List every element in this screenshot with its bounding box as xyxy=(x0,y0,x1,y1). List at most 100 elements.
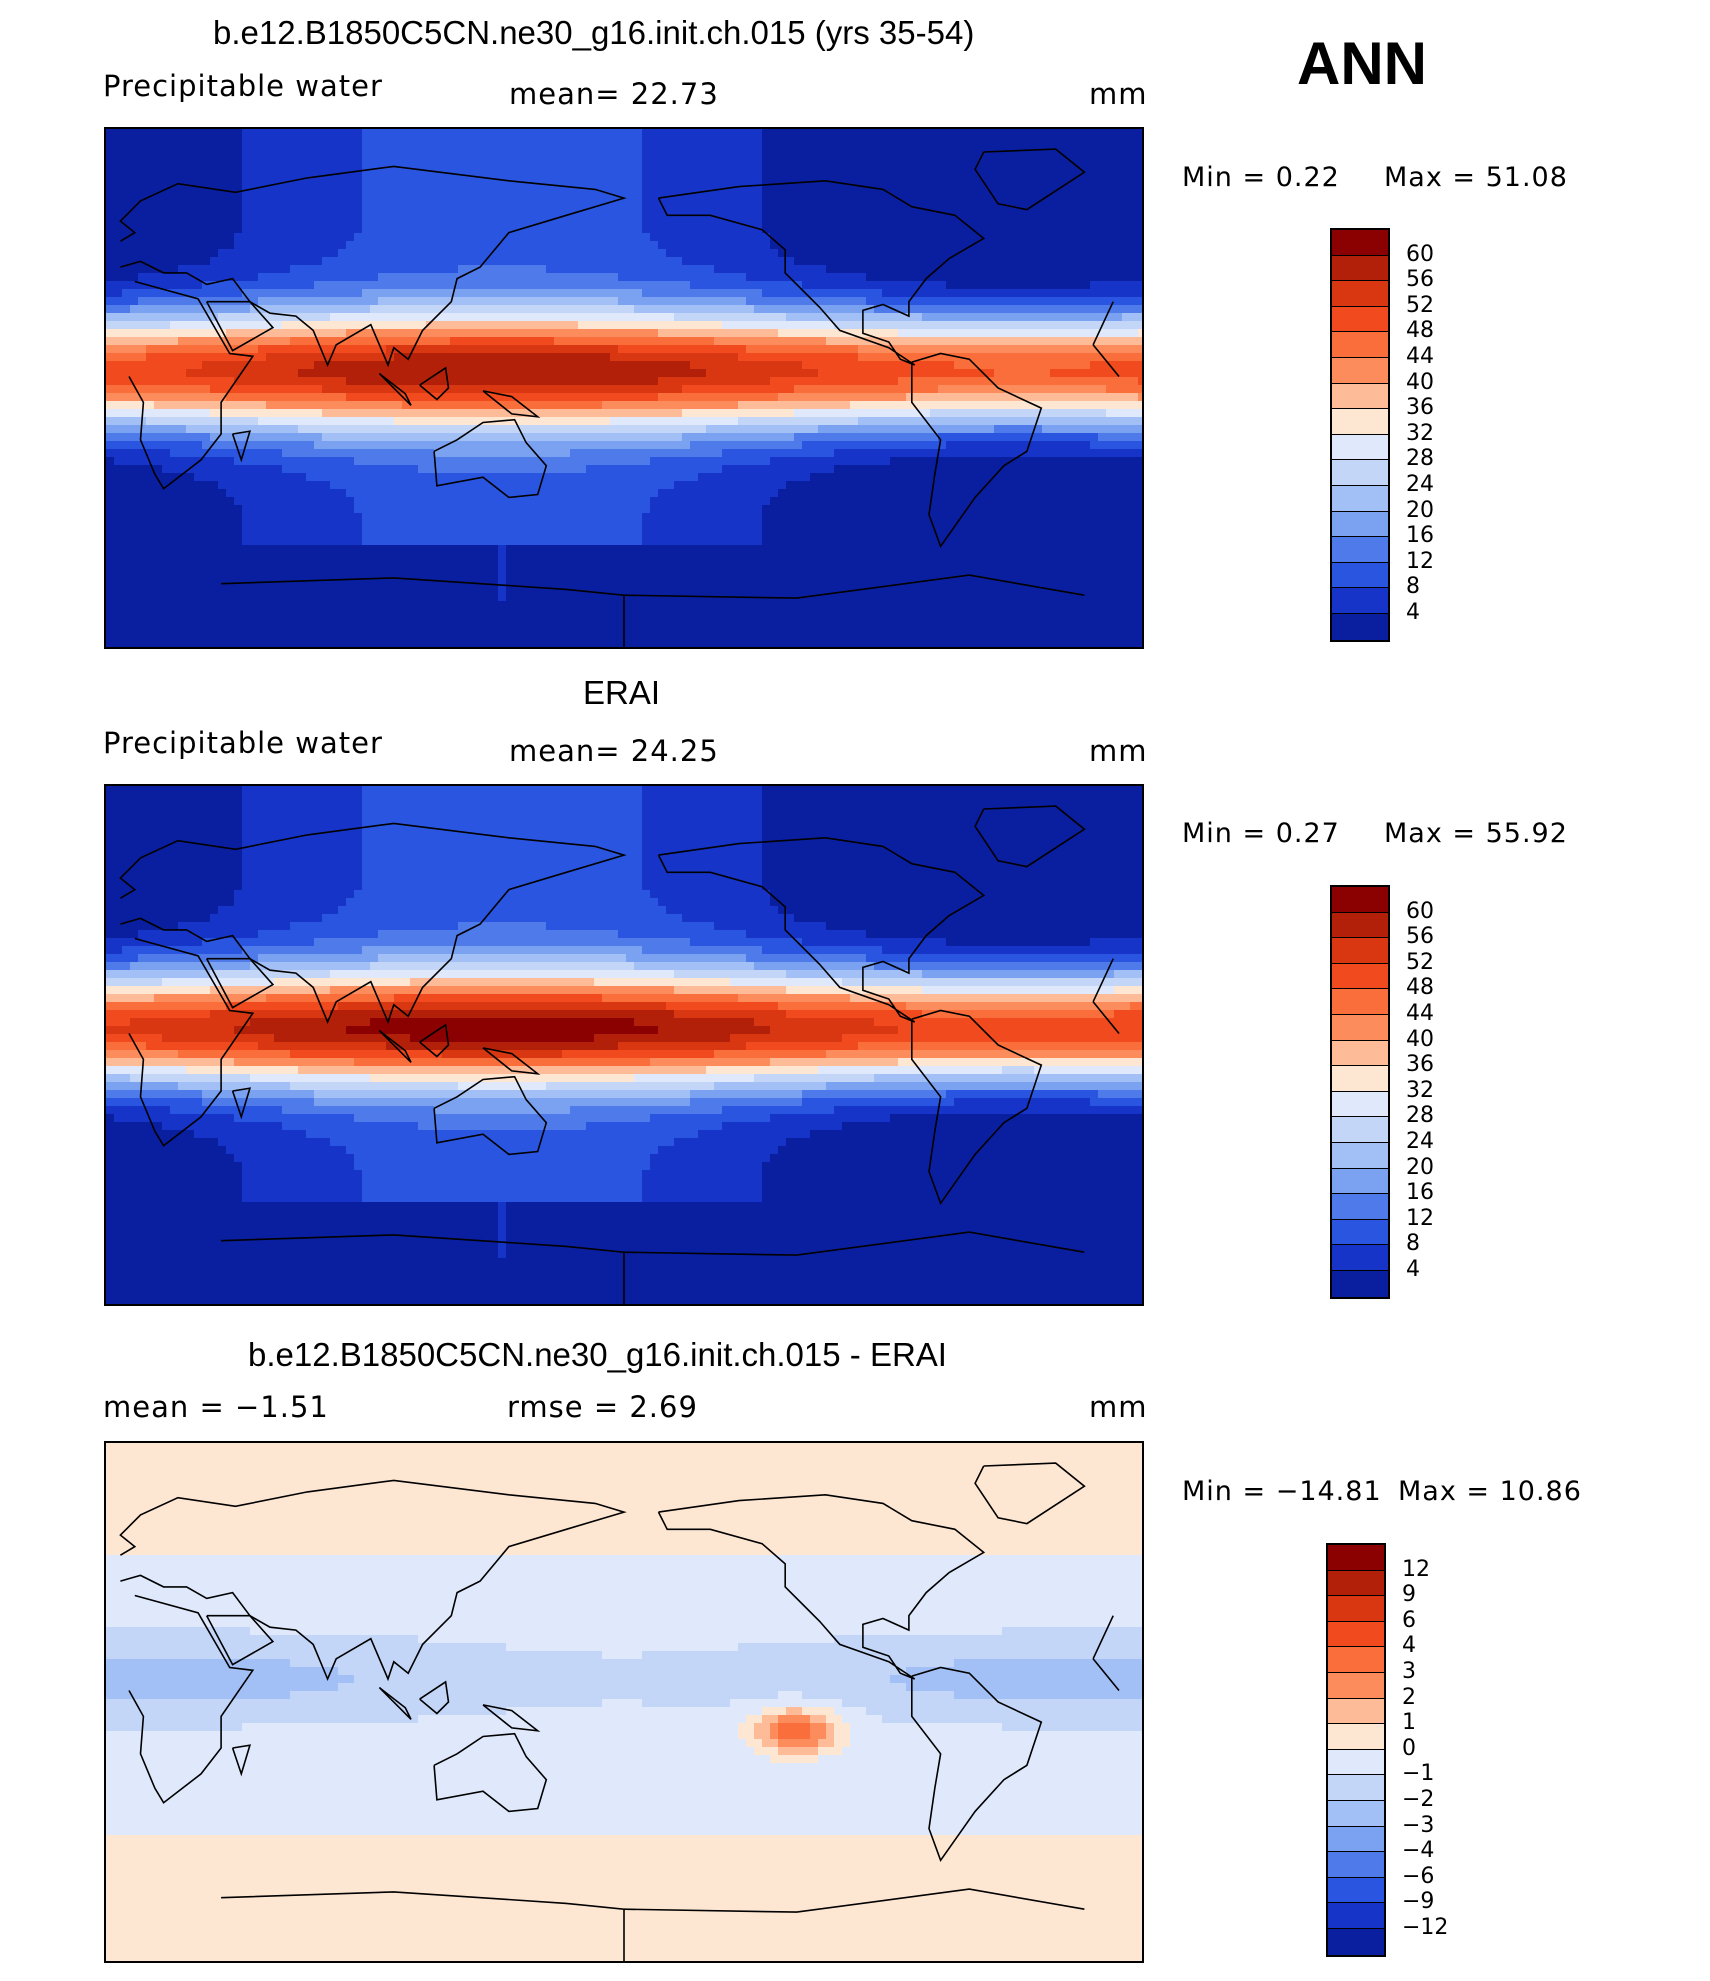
units-label-model: mm xyxy=(1089,80,1148,109)
colorbar-tick-label: 44 xyxy=(1406,346,1434,368)
colorbar-tick-label: 40 xyxy=(1406,371,1434,394)
coastline xyxy=(378,372,412,406)
colorbar-swatch xyxy=(1332,306,1388,333)
colorbar-swatch xyxy=(1332,511,1388,538)
coastline xyxy=(1092,1658,1120,1692)
colorbar-swatch xyxy=(1332,409,1388,435)
coastline xyxy=(623,1888,1085,1913)
min-label-diff: Min = −14.81 xyxy=(1182,1478,1382,1505)
colorbar-tick-label: 44 xyxy=(1406,1003,1434,1025)
map-obs-canvas xyxy=(106,786,1142,1304)
colorbar-swatch xyxy=(1332,1066,1388,1092)
colorbar-tick-label: 36 xyxy=(1406,397,1434,419)
colorbar-swatch xyxy=(1328,1903,1384,1929)
colorbar-diff xyxy=(1326,1543,1386,1957)
coastline xyxy=(482,1704,541,1732)
colorbar-tick-label: 12 xyxy=(1402,1558,1430,1581)
coastline xyxy=(974,148,1086,211)
colorbar-swatch xyxy=(1332,357,1388,384)
colorbar-swatch xyxy=(1332,1194,1388,1220)
coastline xyxy=(378,1029,412,1063)
coastline xyxy=(128,280,255,490)
coastline xyxy=(1092,344,1120,378)
coastline xyxy=(910,1666,1043,1863)
colorbar-tick-label: 1 xyxy=(1402,1712,1416,1734)
min-label-obs: Min = 0.27 xyxy=(1182,820,1340,847)
colorbar-swatch xyxy=(1328,1596,1384,1622)
units-label-diff: mm xyxy=(1089,1393,1148,1422)
colorbar-swatch xyxy=(1332,1014,1388,1041)
map-model xyxy=(104,127,1144,649)
colorbar-tick-label: 20 xyxy=(1406,1156,1434,1179)
coastline xyxy=(205,1614,275,1666)
coastline xyxy=(119,165,627,368)
colorbar-tick-label: 48 xyxy=(1406,977,1434,999)
colorbar-tick-label: 24 xyxy=(1406,474,1434,496)
colorbar-tick-label: −2 xyxy=(1402,1789,1434,1811)
mean-label-obs: mean= 24.25 xyxy=(509,737,719,766)
colorbar-tick-label: 52 xyxy=(1406,951,1434,974)
coastline xyxy=(657,179,986,366)
colorbar-swatch xyxy=(1332,1142,1388,1169)
colorbar-swatch xyxy=(1328,1852,1384,1878)
coastline xyxy=(378,1686,412,1720)
colorbar-swatch xyxy=(1328,1698,1384,1725)
colorbar-swatch xyxy=(1328,1545,1384,1571)
colorbar-tick-label: 0 xyxy=(1402,1737,1416,1760)
colorbar-tick-label: −3 xyxy=(1402,1814,1434,1837)
coastline xyxy=(433,1732,548,1813)
colorbar-swatch xyxy=(1332,562,1388,589)
colorbar-tick-label: 2 xyxy=(1402,1686,1416,1709)
coastline xyxy=(231,430,252,463)
colorbar-swatch xyxy=(1332,1219,1388,1246)
colorbar-tick-label: 20 xyxy=(1406,499,1434,522)
coastline xyxy=(231,1087,252,1120)
colorbar-tick-label: 16 xyxy=(1406,1182,1434,1204)
colorbar-tick-label: 8 xyxy=(1406,576,1420,598)
variable-label-model: Precipitable water xyxy=(103,72,383,101)
colorbar-tick-label: 4 xyxy=(1402,1635,1416,1657)
colorbar-swatch xyxy=(1332,537,1388,563)
colorbar-swatch xyxy=(1332,332,1388,358)
colorbar-swatch xyxy=(1332,938,1388,964)
colorbar-swatch xyxy=(1328,1749,1384,1776)
coastline xyxy=(419,366,450,401)
coastline xyxy=(1092,1001,1120,1035)
colorbar-swatch xyxy=(1328,1621,1384,1648)
colorbar-tick-label: 16 xyxy=(1406,525,1434,547)
coastline xyxy=(205,300,275,352)
colorbar-swatch xyxy=(1332,1245,1388,1271)
colorbar-tick-label: 28 xyxy=(1406,1105,1434,1127)
coastline xyxy=(657,836,986,1023)
colorbar-swatch xyxy=(1332,887,1388,913)
colorbar-tick-label: 28 xyxy=(1406,448,1434,470)
colorbar-tick-label: 24 xyxy=(1406,1131,1434,1153)
colorbar-swatch xyxy=(1332,281,1388,307)
colorbar-obs xyxy=(1330,885,1390,1299)
coastline xyxy=(119,1479,627,1682)
coastline xyxy=(419,1680,450,1715)
coastline xyxy=(1092,301,1114,346)
colorbar-swatch xyxy=(1328,1775,1384,1801)
colorbar-tick-label: −12 xyxy=(1402,1917,1448,1939)
colorbar-swatch xyxy=(1328,1647,1384,1673)
colorbar-tick-label: 6 xyxy=(1402,1609,1416,1632)
colorbar-swatch xyxy=(1332,255,1388,282)
colorbar-swatch xyxy=(1332,912,1388,939)
mean-label-diff: mean = −1.51 xyxy=(103,1393,329,1422)
map-diff-canvas xyxy=(106,1443,1142,1961)
colorbar-tick-label: 60 xyxy=(1406,900,1434,923)
colorbar-swatch xyxy=(1332,613,1388,640)
coastline xyxy=(482,1047,541,1075)
colorbar-tick-label: 9 xyxy=(1402,1584,1416,1606)
max-label-model: Max = 51.08 xyxy=(1384,164,1568,191)
colorbar-tick-label: 4 xyxy=(1406,602,1420,624)
colorbar-swatch xyxy=(1332,383,1388,410)
colorbar-tick-label: 48 xyxy=(1406,320,1434,342)
colorbar-swatch xyxy=(1328,1800,1384,1827)
colorbar-swatch xyxy=(1332,460,1388,486)
colorbar-tick-label: 4 xyxy=(1406,1259,1420,1281)
colorbar-tick-label: 12 xyxy=(1406,1207,1434,1230)
colorbar-tick-label: 52 xyxy=(1406,294,1434,317)
coastline xyxy=(910,1009,1043,1206)
